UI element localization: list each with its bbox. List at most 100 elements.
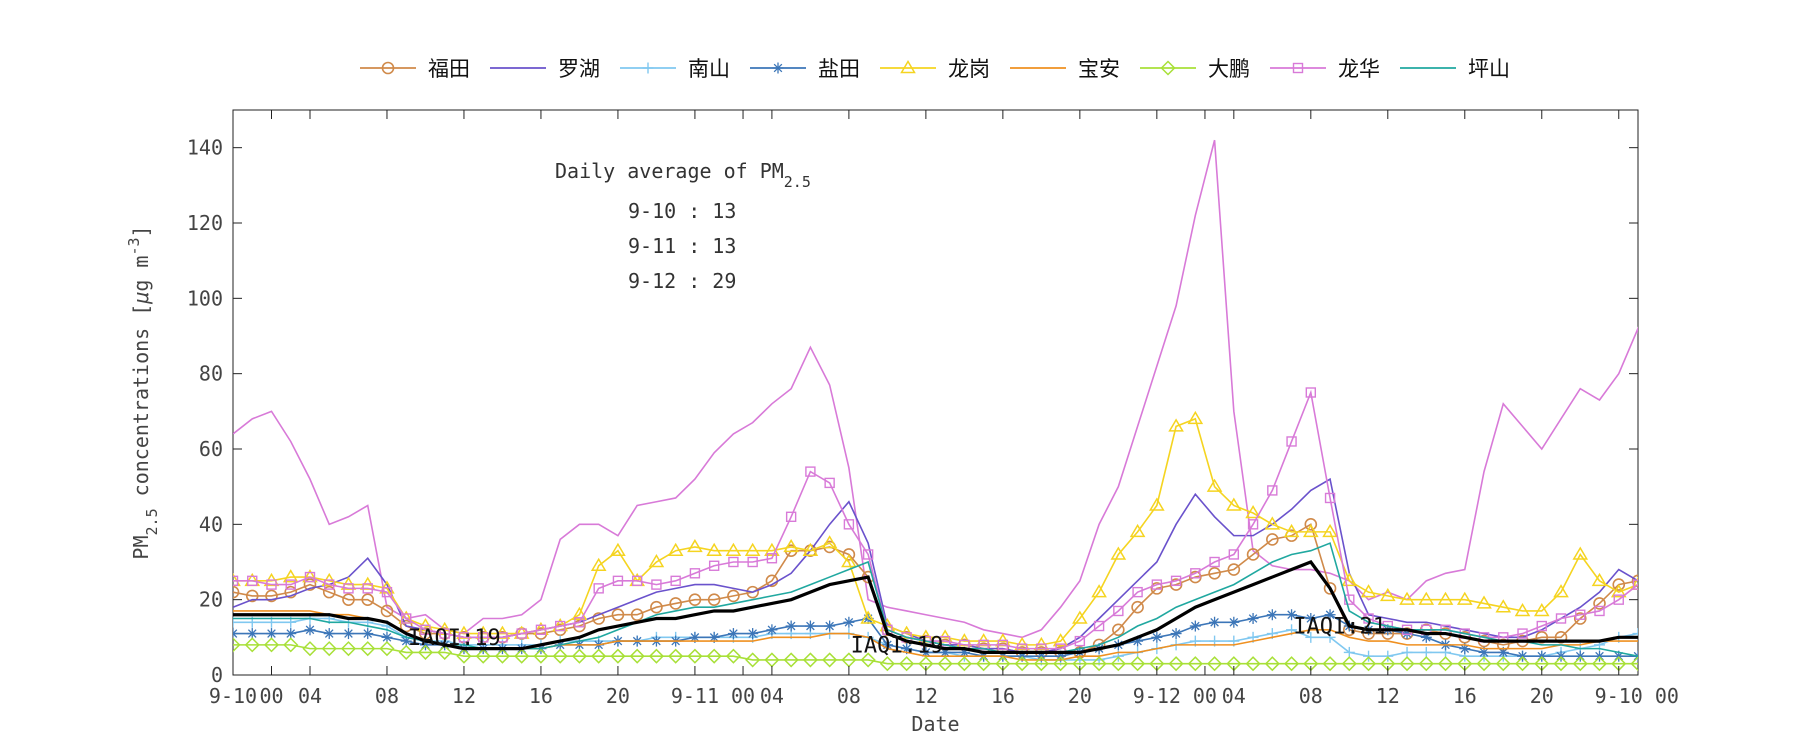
data-point-盐田-3 <box>285 628 297 640</box>
data-point-大鹏-76 <box>1689 657 1702 670</box>
data-point-龙岗-45 <box>1091 584 1107 598</box>
x-axis: 9-10 00 04 08 12 16 20 9-11 00 04 08 12 16 20 9-12 00 04… <box>209 110 1679 708</box>
data-point-大鹏-62 <box>1418 656 1434 672</box>
data-point-福田-70 <box>1573 612 1587 625</box>
data-point-大鹏-13 <box>475 648 491 664</box>
series-line-average <box>233 560 1638 655</box>
data-point-大鹏-59 <box>1360 656 1377 672</box>
data-point-盐田-79 <box>1748 647 1759 658</box>
data-point-大鹏-12 <box>456 648 472 664</box>
data-point-福田-75 <box>1671 579 1682 590</box>
data-point-福田-76 <box>1690 564 1701 575</box>
data-point-盐田-6 <box>342 628 354 640</box>
data-point-龙华-2 <box>266 579 277 590</box>
data-point-盐田-52 <box>1228 616 1240 628</box>
data-point-龙华-30 <box>805 466 816 477</box>
data-point-大鹏-34 <box>879 656 895 672</box>
x-tick-label: 12 <box>452 684 476 708</box>
data-point-盐田-4 <box>304 624 316 636</box>
data-point-大鹏-74 <box>1651 657 1664 670</box>
x-tick-label: 04 <box>1222 684 1246 708</box>
legend-marker <box>642 62 654 74</box>
x-tick-label: 04 <box>760 684 784 708</box>
data-point-龙岗-25 <box>706 542 722 556</box>
y-axis-label-text: PM2.5 concentrations [μg m-3] <box>125 225 161 559</box>
data-point-龙华-56 <box>1305 387 1317 398</box>
annotation-line: 9-11 : 13 <box>628 234 736 258</box>
data-point-南山-57 <box>1324 631 1336 643</box>
data-point-龙华-8 <box>381 586 393 598</box>
data-point-龙华-45 <box>1093 620 1105 632</box>
data-point-龙华-25 <box>708 560 720 571</box>
data-point-大鹏-67 <box>1514 656 1531 672</box>
data-point-福田-72 <box>1612 578 1626 591</box>
data-point-大鹏-10 <box>417 644 434 660</box>
iaqi-label: IAQI:19 <box>851 633 944 658</box>
data-point-南山-56 <box>1305 631 1317 643</box>
data-point-福田-27 <box>746 585 759 599</box>
data-point-龙华-18 <box>574 617 585 628</box>
legend-label: 大鹏 <box>1208 57 1250 81</box>
data-point-龙华-11 <box>439 628 450 639</box>
legend-item-福田: 福田 <box>360 57 470 81</box>
data-point-龙岗-47 <box>1129 523 1146 538</box>
legend-label: 宝安 <box>1078 57 1120 81</box>
data-point-南山-81 <box>1786 613 1797 624</box>
legend-item-南山: 南山 <box>620 57 730 81</box>
data-point-龙华-67 <box>1517 628 1528 639</box>
data-point-大鹏-57 <box>1322 656 1338 672</box>
y-tick-label: 20 <box>199 588 223 612</box>
data-point-龙华-7 <box>362 583 373 594</box>
data-point-福田-24 <box>688 593 702 606</box>
data-point-龙华-69 <box>1555 613 1567 624</box>
data-point-福田-47 <box>1131 600 1144 614</box>
data-point-福田-78 <box>1729 534 1740 545</box>
data-point-大鹏-20 <box>610 648 626 664</box>
data-point-龙华-52 <box>1228 549 1240 560</box>
data-point-盐田-54 <box>1266 609 1278 621</box>
data-point-大鹏-53 <box>1245 656 1261 672</box>
data-point-大鹏-4 <box>302 641 318 657</box>
data-point-龙岗-65 <box>1476 595 1492 609</box>
data-point-龙岗-27 <box>744 542 761 556</box>
data-point-大鹏-41 <box>1014 656 1030 672</box>
data-point-大鹏-33 <box>860 652 876 668</box>
data-point-盐田-31 <box>824 620 836 632</box>
series-line-peak-0 <box>233 139 1638 639</box>
y-tick-label: 140 <box>187 136 223 160</box>
data-point-龙华-19 <box>593 583 604 594</box>
data-point-盐田-29 <box>785 620 797 632</box>
data-point-龙华-10 <box>420 624 431 635</box>
data-point-龙岗-71 <box>1591 572 1608 587</box>
data-point-大鹏-71 <box>1591 656 1608 672</box>
data-point-龙华-15 <box>516 628 527 639</box>
y-axis: 0 20 40 60 80 100 120 140 <box>187 136 1638 687</box>
data-point-大鹏-37 <box>937 656 953 672</box>
legend-label: 龙岗 <box>948 57 990 81</box>
data-point-龙岗-24 <box>687 538 703 553</box>
legend-label: 福田 <box>428 57 470 81</box>
data-point-龙华-16 <box>535 624 547 635</box>
data-point-福田-57 <box>1323 582 1337 595</box>
data-point-龙华-81 <box>1787 542 1796 551</box>
data-point-大鹏-70 <box>1572 656 1588 672</box>
data-point-龙华-51 <box>1209 556 1220 568</box>
data-point-南山-0 <box>233 616 239 628</box>
data-point-大鹏-16 <box>533 648 549 664</box>
data-point-大鹏-42 <box>1033 656 1049 672</box>
data-point-南山-79 <box>1748 594 1759 605</box>
x-tick-label: 16 <box>1453 684 1477 708</box>
series-lines <box>233 139 1797 672</box>
data-point-福田-18 <box>573 619 586 633</box>
data-point-福田-26 <box>727 589 740 603</box>
data-point-龙岗-49 <box>1168 418 1184 432</box>
data-point-龙岗-0 <box>233 572 241 587</box>
data-point-盐田-48 <box>1151 631 1163 643</box>
data-point-福田-46 <box>1112 623 1125 637</box>
iaqi-label: IAQI:19 <box>408 626 501 651</box>
x-tick-label: 08 <box>837 684 861 708</box>
legend-marker <box>1160 60 1176 76</box>
data-point-龙岗-63 <box>1437 591 1454 605</box>
data-point-大鹏-75 <box>1670 657 1683 670</box>
data-point-福田-21 <box>630 608 644 622</box>
